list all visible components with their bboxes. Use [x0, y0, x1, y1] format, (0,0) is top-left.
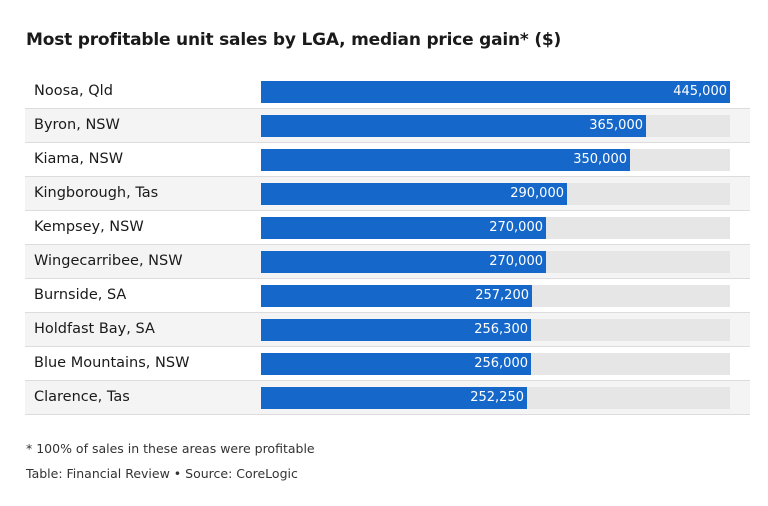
bar-track: 270,000 [261, 251, 730, 273]
bar-value-label: 445,000 [673, 84, 727, 99]
bar-track: 256,300 [261, 319, 730, 341]
bar: 257,200 [261, 285, 532, 307]
bar-value-label: 290,000 [510, 186, 564, 201]
bar-track: 290,000 [261, 183, 730, 205]
category-label: Kiama, NSW [34, 151, 124, 167]
table-row: Clarence, Tas 252,250 [25, 381, 750, 415]
chart-title: Most profitable unit sales by LGA, media… [26, 30, 562, 50]
table-row: Kiama, NSW 350,000 [25, 143, 750, 177]
bar-track: 257,200 [261, 285, 730, 307]
category-label: Byron, NSW [34, 117, 120, 133]
bar-track: 270,000 [261, 217, 730, 239]
category-label: Kempsey, NSW [34, 219, 144, 235]
category-label: Burnside, SA [34, 287, 127, 303]
bar-value-label: 256,300 [474, 322, 528, 337]
bar: 445,000 [261, 81, 730, 103]
bar: 252,250 [261, 387, 527, 409]
bar-track: 252,250 [261, 387, 730, 409]
category-label: Holdfast Bay, SA [34, 321, 155, 337]
category-label: Noosa, Qld [34, 83, 113, 99]
bar-value-label: 270,000 [489, 220, 543, 235]
table-row: Kempsey, NSW 270,000 [25, 211, 750, 245]
bar-track: 365,000 [261, 115, 730, 137]
bar-value-label: 350,000 [573, 152, 627, 167]
bar-value-label: 256,000 [474, 356, 528, 371]
table-row: Byron, NSW 365,000 [25, 109, 750, 143]
source-note: Table: Financial Review • Source: CoreLo… [26, 466, 298, 481]
category-label: Kingborough, Tas [34, 185, 159, 201]
table-row: Blue Mountains, NSW 256,000 [25, 347, 750, 381]
bar-track: 256,000 [261, 353, 730, 375]
bar: 270,000 [261, 217, 546, 239]
bar: 365,000 [261, 115, 646, 137]
bar: 350,000 [261, 149, 630, 171]
category-label: Wingecarribee, NSW [34, 253, 183, 269]
category-label: Clarence, Tas [34, 389, 130, 405]
bar-track: 445,000 [261, 81, 730, 103]
bar-table: Noosa, Qld 445,000 Byron, NSW 365,000 Kiama,… [25, 75, 750, 415]
table-row: Wingecarribee, NSW 270,000 [25, 245, 750, 279]
footnote: * 100% of sales in these areas were prof… [26, 441, 315, 456]
bar-track: 350,000 [261, 149, 730, 171]
bar-value-label: 252,250 [470, 390, 524, 405]
table-row: Burnside, SA 257,200 [25, 279, 750, 313]
table-row: Kingborough, Tas 290,000 [25, 177, 750, 211]
bar: 270,000 [261, 251, 546, 273]
bar-value-label: 257,200 [475, 288, 529, 303]
table-row: Holdfast Bay, SA 256,300 [25, 313, 750, 347]
bar: 290,000 [261, 183, 567, 205]
bar: 256,000 [261, 353, 531, 375]
bar-value-label: 365,000 [589, 118, 643, 133]
category-label: Blue Mountains, NSW [34, 355, 190, 371]
table-row: Noosa, Qld 445,000 [25, 75, 750, 109]
bar-value-label: 270,000 [489, 254, 543, 269]
bar: 256,300 [261, 319, 531, 341]
